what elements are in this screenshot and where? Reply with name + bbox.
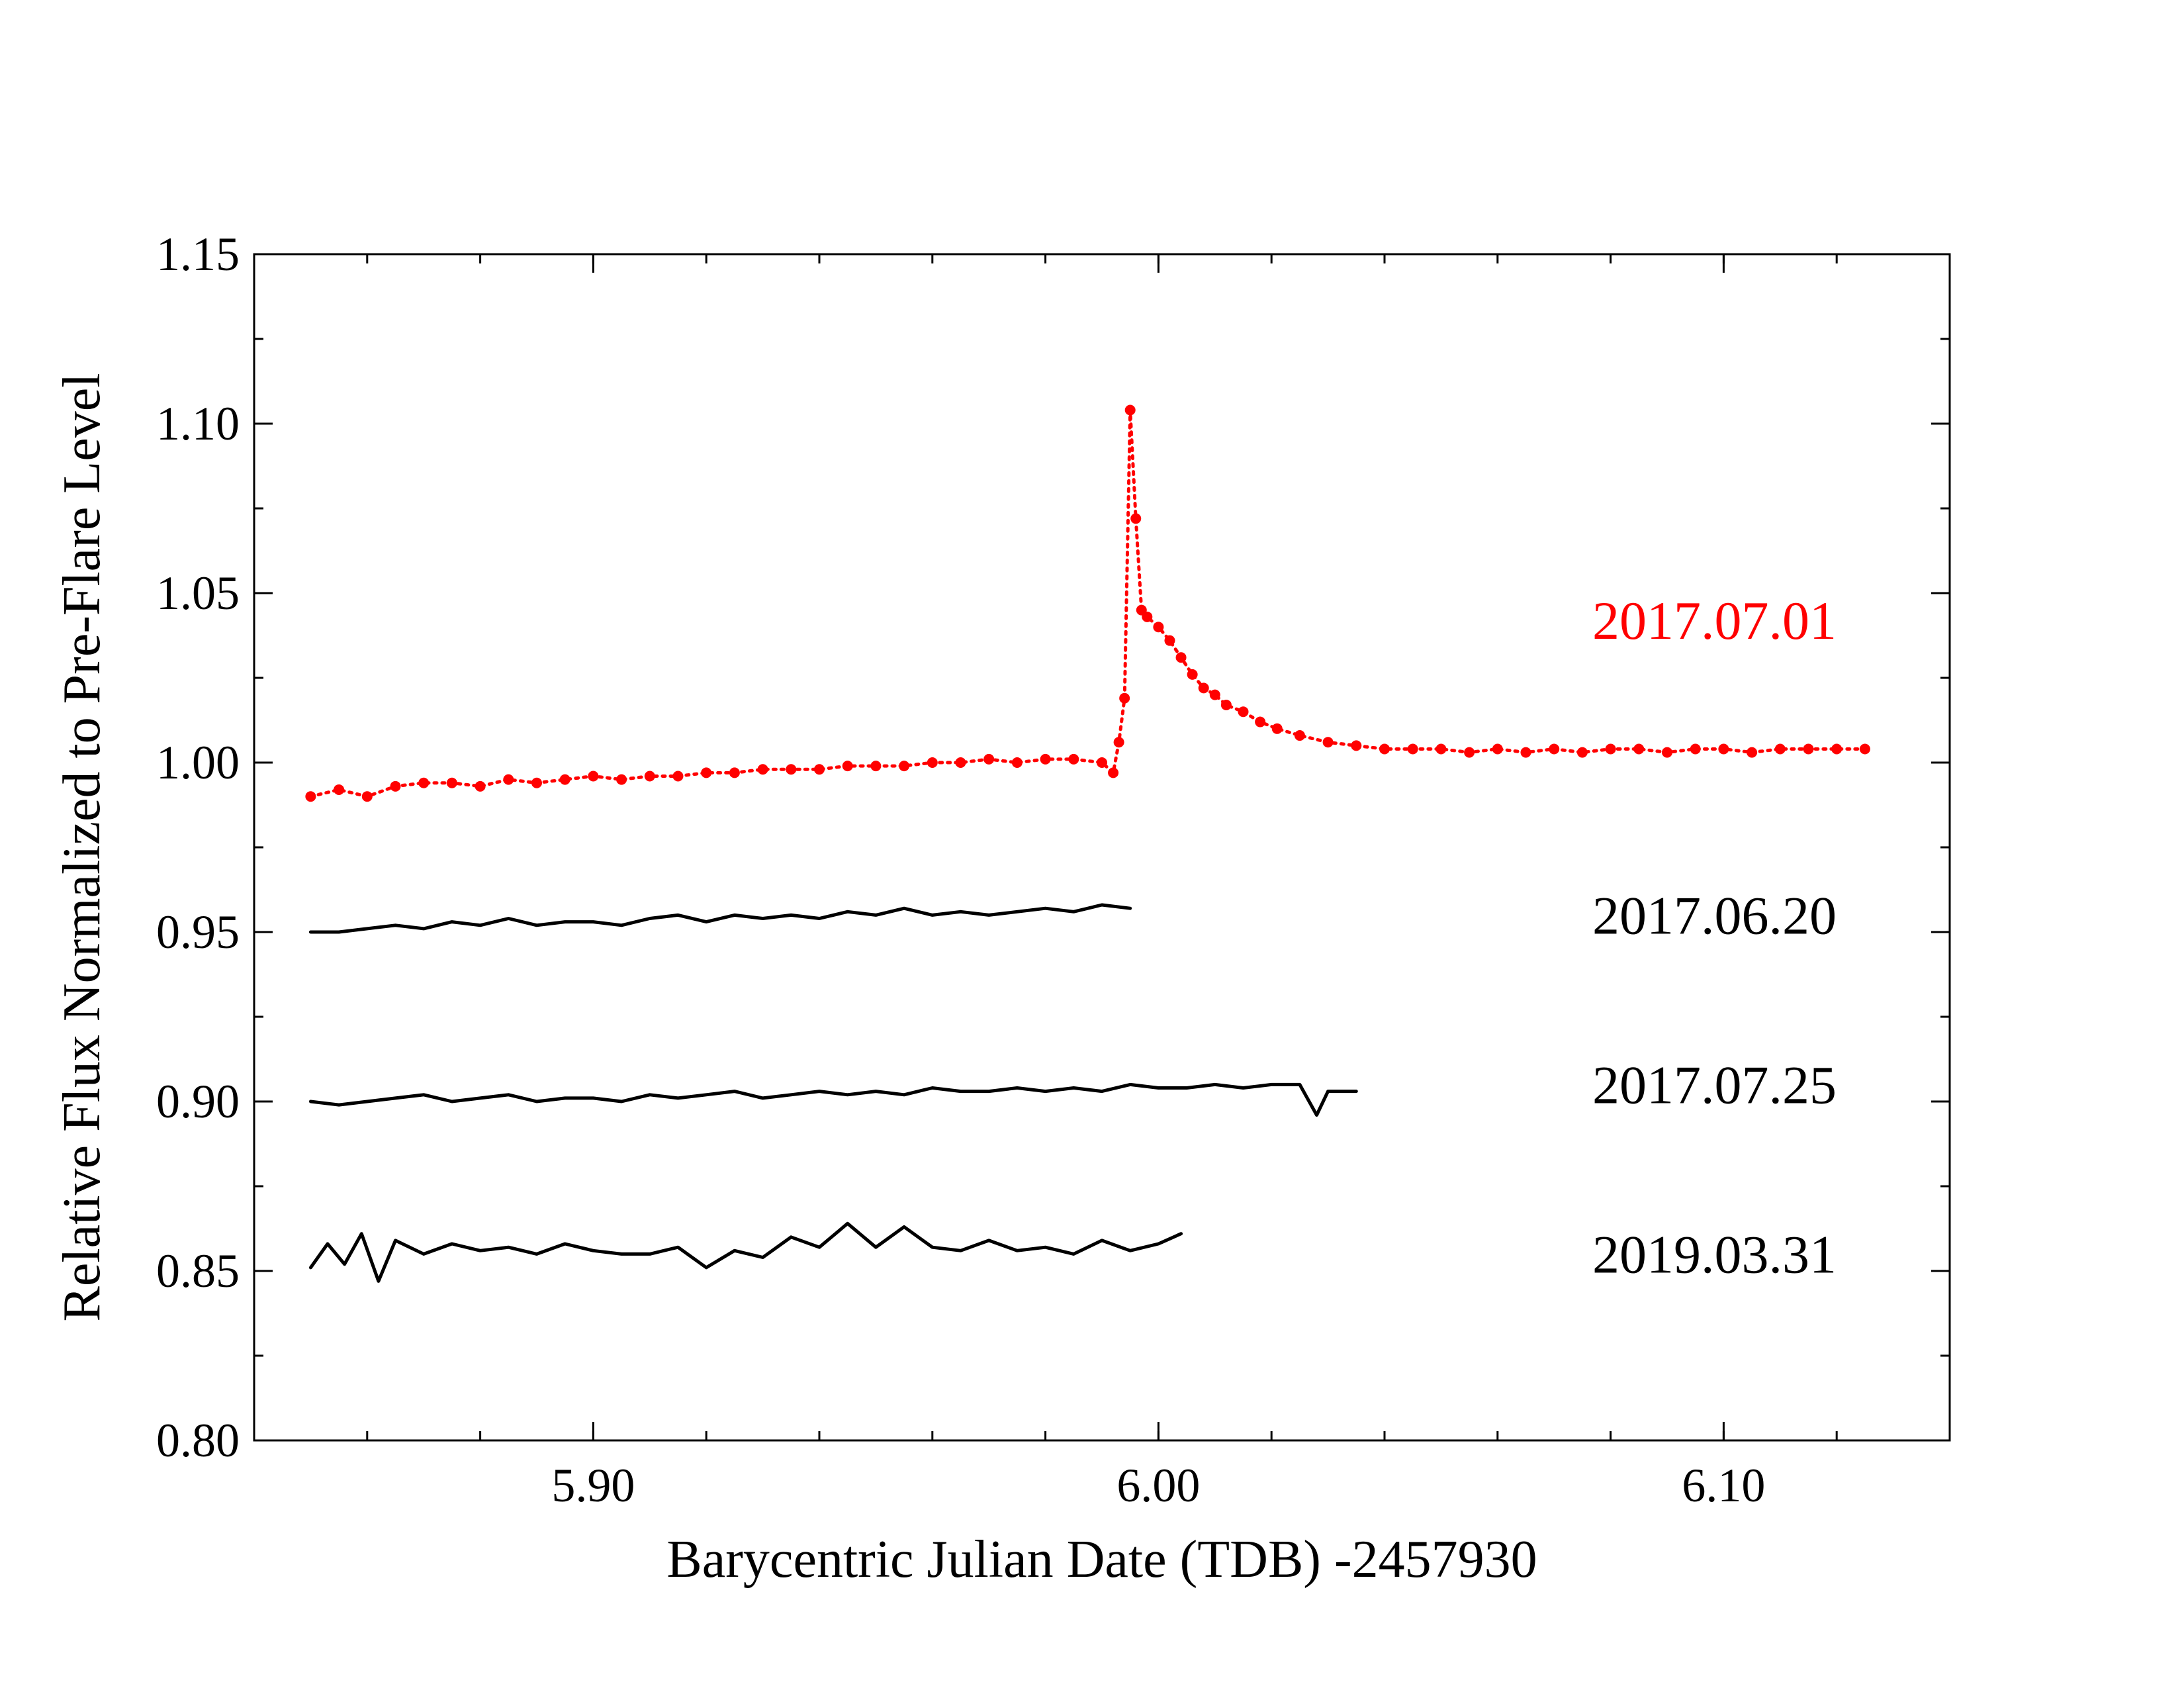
data-point bbox=[390, 780, 401, 792]
x-axis-title: Barycentric Julian Date (TDB) -2457930 bbox=[666, 1530, 1537, 1589]
y-tick-label: 0.80 bbox=[156, 1414, 240, 1467]
data-point bbox=[1859, 743, 1870, 755]
data-point bbox=[1113, 737, 1124, 748]
y-tick-label: 1.15 bbox=[156, 228, 240, 281]
data-point bbox=[1831, 743, 1843, 755]
x-tick-label: 6.00 bbox=[1116, 1459, 1200, 1512]
data-point bbox=[616, 774, 627, 785]
data-point bbox=[1119, 692, 1130, 704]
data-point bbox=[1774, 743, 1786, 755]
data-point bbox=[1435, 743, 1447, 755]
data-point bbox=[1576, 747, 1588, 758]
y-tick-label: 1.10 bbox=[156, 397, 240, 450]
data-point bbox=[1175, 652, 1187, 663]
data-point bbox=[1153, 622, 1164, 633]
x-tick-label: 6.10 bbox=[1682, 1459, 1765, 1512]
data-point bbox=[361, 791, 373, 802]
series-label: 2017.06.20 bbox=[1592, 885, 1837, 945]
data-point bbox=[1209, 689, 1220, 700]
data-point bbox=[1492, 743, 1503, 755]
axis-ticks: 5.90 6.00 6.10 0.80 0.85 0.90 0.95 1.00 1.05 1.10… bbox=[156, 228, 1951, 1512]
data-point bbox=[1605, 743, 1616, 755]
y-tick-label: 0.85 bbox=[156, 1244, 240, 1297]
data-point bbox=[1142, 611, 1153, 622]
data-point bbox=[1351, 740, 1362, 751]
data-point bbox=[1255, 716, 1266, 727]
data-point bbox=[1271, 723, 1283, 734]
series-line bbox=[308, 903, 1132, 934]
data-point bbox=[1803, 743, 1814, 755]
y-tick-label: 0.90 bbox=[156, 1075, 240, 1128]
y-axis-title: Relative Flux Normalized to Pre-Flare Le… bbox=[53, 373, 111, 1322]
series-labels: 2017.07.01 2017.06.20 2017.07.25 2019.03.31 bbox=[1592, 590, 1837, 1284]
data-point bbox=[559, 774, 570, 785]
x-tick-label: 5.90 bbox=[551, 1459, 635, 1512]
data-point bbox=[983, 753, 995, 765]
data-point bbox=[1238, 706, 1249, 718]
series-2017.07.25 bbox=[308, 1082, 1358, 1117]
series-line bbox=[308, 1082, 1358, 1117]
data-point bbox=[1294, 730, 1305, 741]
data-point bbox=[729, 767, 740, 778]
series-label: 2017.07.25 bbox=[1592, 1055, 1837, 1115]
data-point bbox=[1520, 747, 1531, 758]
data-point bbox=[899, 761, 910, 772]
data-point bbox=[757, 764, 768, 775]
series-2017.07.01 bbox=[305, 404, 1870, 802]
series-2017.06.20 bbox=[308, 903, 1132, 934]
y-tick-label: 0.95 bbox=[156, 906, 240, 959]
data-point bbox=[503, 774, 514, 785]
data-point bbox=[870, 761, 882, 772]
data-point bbox=[531, 777, 542, 788]
data-point bbox=[1220, 699, 1232, 710]
series-label: 2019.03.31 bbox=[1592, 1224, 1837, 1284]
y-tick-label: 1.00 bbox=[156, 736, 240, 789]
series-layer bbox=[305, 404, 1870, 1283]
data-point bbox=[1464, 747, 1475, 758]
data-point bbox=[644, 771, 655, 782]
data-point bbox=[1747, 747, 1758, 758]
data-point bbox=[1379, 743, 1390, 755]
data-point bbox=[1130, 513, 1142, 524]
data-point bbox=[1187, 669, 1198, 680]
data-point bbox=[955, 757, 966, 768]
y-tick-label: 1.05 bbox=[156, 567, 240, 620]
data-point bbox=[1011, 757, 1023, 768]
data-point bbox=[842, 761, 853, 772]
data-point bbox=[927, 757, 938, 768]
series-2019.03.31 bbox=[308, 1221, 1183, 1283]
data-point bbox=[1407, 743, 1418, 755]
data-point bbox=[1198, 682, 1209, 694]
data-point bbox=[1164, 635, 1175, 646]
data-point bbox=[418, 777, 430, 788]
data-point bbox=[1040, 753, 1051, 765]
data-point bbox=[814, 764, 825, 775]
data-point bbox=[446, 777, 457, 788]
data-point bbox=[1549, 743, 1560, 755]
data-point bbox=[1718, 743, 1729, 755]
data-point bbox=[1662, 747, 1672, 758]
data-point bbox=[1690, 743, 1701, 755]
data-point bbox=[1108, 767, 1119, 778]
series-line bbox=[308, 1221, 1183, 1283]
data-point bbox=[701, 767, 712, 778]
data-point bbox=[672, 771, 684, 782]
data-point bbox=[1124, 404, 1136, 416]
data-point bbox=[1322, 737, 1334, 748]
series-label: 2017.07.01 bbox=[1592, 590, 1837, 651]
data-point bbox=[1097, 757, 1107, 768]
data-point bbox=[475, 780, 486, 792]
data-point bbox=[1068, 753, 1079, 765]
data-point bbox=[1633, 743, 1645, 755]
data-point bbox=[588, 771, 599, 782]
data-point bbox=[305, 791, 316, 802]
data-point bbox=[786, 764, 797, 775]
data-point bbox=[334, 784, 345, 795]
